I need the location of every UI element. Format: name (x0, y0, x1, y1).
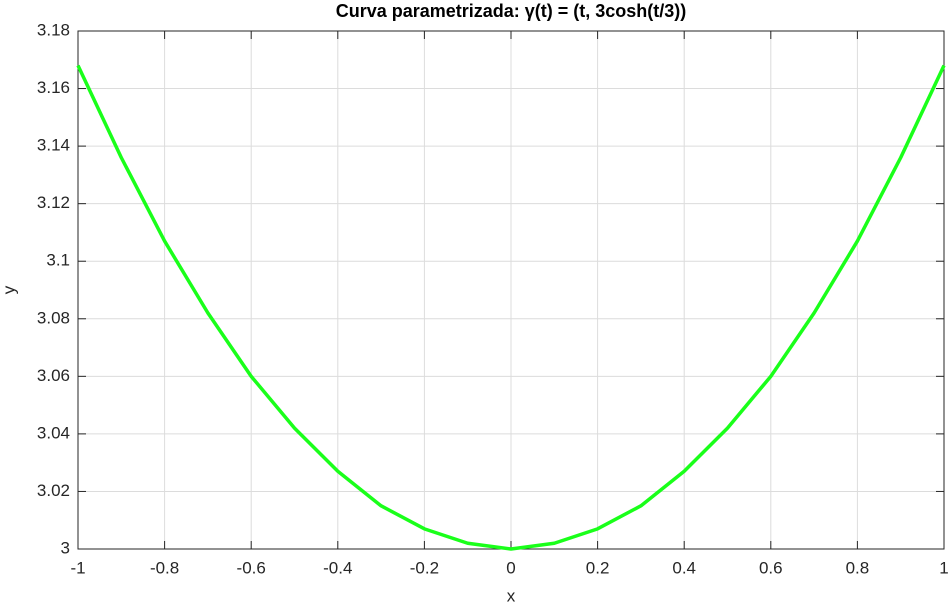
x-axis-label: x (507, 586, 516, 605)
x-tick-label: 0.4 (672, 558, 696, 577)
x-tick-label: -1 (70, 558, 85, 577)
x-tick-label: -0.2 (410, 558, 439, 577)
y-tick-label: 3.18 (37, 20, 70, 39)
chart-title: Curva parametrizada: γ(t) = (t, 3cosh(t/… (336, 1, 687, 21)
y-tick-label: 3.04 (37, 423, 70, 442)
data-line (76, 64, 946, 551)
y-tick-label: 3 (61, 538, 70, 557)
y-tick-label: 3.08 (37, 308, 70, 327)
y-tick-label: 3.02 (37, 481, 70, 500)
y-tick-label: 3.06 (37, 366, 70, 385)
y-axis-label: y (0, 285, 18, 294)
y-tick-label: 3.1 (46, 251, 70, 270)
x-tick-label: -0.6 (237, 558, 266, 577)
x-tick-label: 1 (939, 558, 948, 577)
x-tick-label: -0.4 (323, 558, 352, 577)
x-tick-label: 0.6 (759, 558, 783, 577)
y-tick-label: 3.12 (37, 193, 70, 212)
x-tick-label: 0.8 (846, 558, 870, 577)
x-tick-label: 0.2 (586, 558, 610, 577)
y-tick-label: 3.16 (37, 78, 70, 97)
x-tick-label: 0 (506, 558, 515, 577)
x-tick-label: -0.8 (150, 558, 179, 577)
y-tick-label: 3.14 (37, 136, 70, 155)
